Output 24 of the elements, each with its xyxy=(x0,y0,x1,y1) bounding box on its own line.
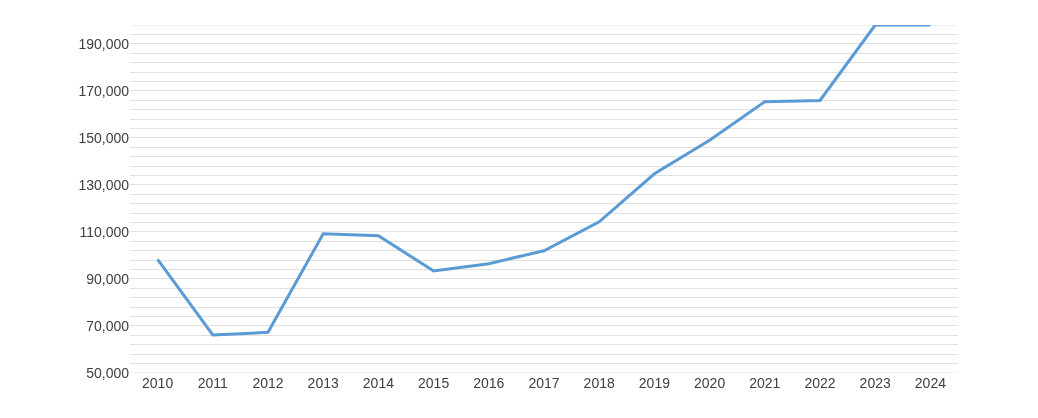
x-tick-label: 2021 xyxy=(749,375,781,391)
x-tick-label: 2019 xyxy=(638,375,671,391)
x-tick-label: 2011 xyxy=(197,375,229,391)
y-tick-label: 50,000 xyxy=(86,364,130,381)
x-tick-label: 2020 xyxy=(694,375,726,391)
x-tick-label: 2012 xyxy=(252,375,284,391)
y-tick-label: 190,000 xyxy=(78,35,130,52)
y-tick-label: 110,000 xyxy=(79,223,130,240)
y-tick-label: 70,000 xyxy=(86,317,130,334)
x-tick-label: 2010 xyxy=(142,375,174,391)
y-tick-label: 150,000 xyxy=(78,129,130,146)
x-tick-label: 2013 xyxy=(307,375,339,391)
line-series xyxy=(156,25,932,337)
y-tick-label: 170,000 xyxy=(78,82,130,99)
x-tick-label: 2014 xyxy=(362,375,395,391)
x-tick-label: 2018 xyxy=(583,375,615,391)
y-tick-label: 130,000 xyxy=(78,176,130,193)
x-tick-label: 2024 xyxy=(914,375,947,391)
x-tick-label: 2016 xyxy=(473,375,505,391)
x-tick-label: 2015 xyxy=(418,375,450,391)
x-tick-label: 2017 xyxy=(528,375,560,391)
x-tick-label: 2023 xyxy=(859,375,891,391)
y-tick-label: 90,000 xyxy=(86,270,130,287)
x-tick-label: 2022 xyxy=(804,375,836,391)
